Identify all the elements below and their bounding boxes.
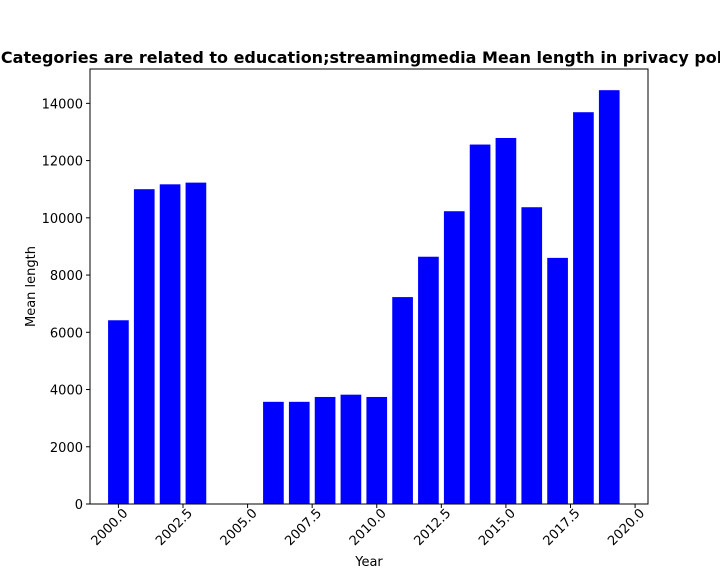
y-tick-label: 2000 [50, 441, 83, 456]
bar-2001 [133, 189, 155, 504]
y-axis-label: Mean length [24, 246, 39, 327]
x-tick-label: 2002.5 [153, 506, 196, 549]
y-axis-ticks: 0 2000 4000 6000 8000 10000 12000 14000 [42, 97, 90, 513]
x-axis-label: Year [354, 555, 383, 570]
x-tick-label: 2017.5 [541, 506, 584, 549]
bar-2014 [469, 144, 491, 505]
bar-2008 [314, 396, 336, 504]
bar-2019 [598, 90, 620, 505]
chart-title: Categories are related to education;stre… [1, 48, 720, 67]
bar-2006 [263, 401, 284, 504]
bar-2010 [366, 396, 388, 504]
y-tick-label: 10000 [42, 212, 83, 227]
bars-group [108, 90, 620, 505]
y-tick-label: 6000 [50, 326, 83, 341]
y-tick-label: 14000 [42, 97, 83, 112]
x-tick-label: 2010.0 [347, 506, 390, 549]
x-tick-label: 2007.5 [282, 506, 325, 549]
y-tick-label: 8000 [50, 269, 83, 284]
y-tick-label: 0 [75, 498, 83, 513]
bar-2002 [159, 184, 181, 504]
bar-2003 [185, 182, 207, 504]
bar-2011 [392, 297, 413, 504]
bar-2013 [443, 211, 465, 505]
x-tick-label: 2012.5 [411, 506, 454, 549]
bar-2007 [288, 401, 310, 504]
y-tick-label: 4000 [50, 384, 83, 399]
bar-2017 [547, 257, 568, 504]
x-tick-label: 2000.0 [89, 506, 132, 549]
y-tick-label: 12000 [42, 155, 83, 170]
bar-2018 [573, 112, 594, 505]
plot-frame [89, 68, 649, 505]
bar-2009 [340, 394, 362, 504]
x-tick-label: 2020.0 [605, 506, 648, 549]
bar-2016 [521, 207, 543, 505]
x-tick-label: 2005.0 [218, 506, 261, 549]
bar-2015 [495, 137, 517, 504]
bar-2012 [418, 256, 439, 504]
x-tick-label: 2015.0 [476, 506, 519, 549]
x-axis-ticks: 2000.0 2002.5 2005.0 2007.5 2010.0 2012.5 2015… [89, 504, 648, 549]
bar-2000 [108, 320, 129, 504]
